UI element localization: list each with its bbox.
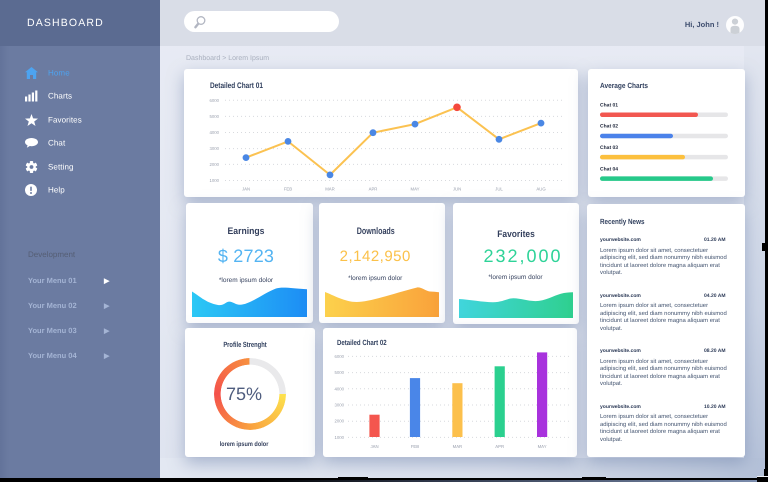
svg-text:MAR: MAR [325, 186, 335, 191]
svg-text:APR: APR [369, 186, 378, 191]
svg-text:4000: 4000 [334, 386, 344, 391]
svg-text:5000: 5000 [334, 370, 344, 375]
svg-text:6000: 6000 [209, 98, 219, 103]
svg-text:Chat 03: Chat 03 [600, 145, 618, 151]
svg-text:2000: 2000 [209, 162, 219, 167]
svg-text:2000: 2000 [334, 419, 344, 424]
svg-text:FEB: FEB [284, 186, 292, 191]
svg-text:Chat 04: Chat 04 [600, 166, 618, 172]
svg-text:3000: 3000 [209, 146, 219, 151]
svg-text:JAN: JAN [370, 444, 378, 449]
svg-text:MAY: MAY [538, 444, 547, 449]
svg-text:JUN: JUN [453, 186, 461, 191]
svg-text:3000: 3000 [334, 403, 344, 408]
svg-text:Chat 01: Chat 01 [600, 103, 618, 109]
svg-text:1000: 1000 [334, 435, 344, 440]
svg-text:6000: 6000 [334, 354, 344, 359]
svg-text:JAN: JAN [242, 186, 250, 191]
svg-text:1000: 1000 [209, 178, 219, 183]
svg-text:AUG: AUG [536, 186, 546, 191]
svg-text:APR: APR [495, 444, 504, 449]
svg-text:4000: 4000 [209, 130, 219, 135]
svg-text:MAR: MAR [453, 444, 463, 449]
svg-text:FEB: FEB [411, 444, 419, 449]
svg-text:Chat 02: Chat 02 [600, 124, 618, 130]
svg-text:JUL: JUL [495, 186, 503, 191]
svg-text:5000: 5000 [209, 114, 219, 119]
svg-text:MAY: MAY [411, 186, 420, 191]
